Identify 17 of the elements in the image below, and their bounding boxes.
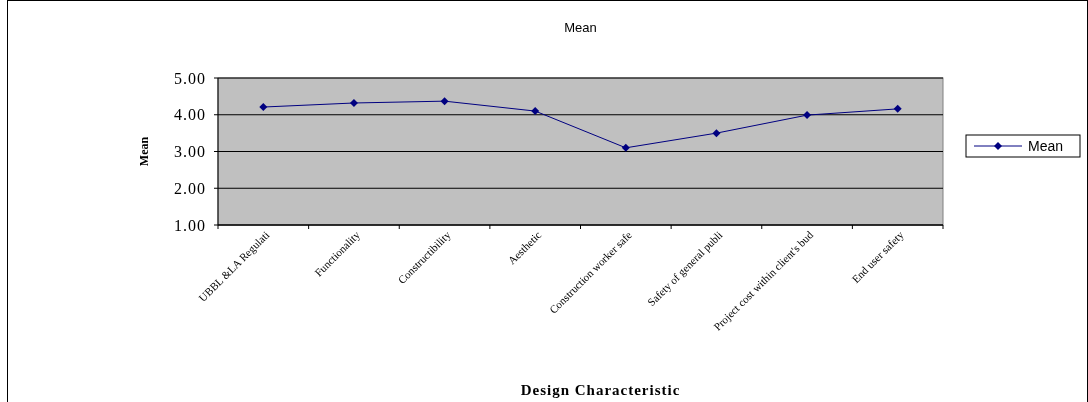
- y-tick-label: 3.00: [174, 143, 206, 161]
- y-tick-label: 2.00: [174, 179, 206, 197]
- y-tick-label: 1.00: [174, 216, 206, 234]
- point: [440, 97, 449, 106]
- x-axis-title: Design Characteristic: [520, 382, 681, 398]
- y-axis-title: Mean: [137, 136, 151, 167]
- point: [259, 103, 268, 112]
- point: [893, 104, 902, 113]
- point: [621, 143, 630, 152]
- point: [349, 98, 358, 107]
- y-tick-label: 5.00: [174, 69, 206, 87]
- y-tick-label: 4.00: [174, 106, 206, 124]
- legend-label: Mean: [1028, 137, 1064, 154]
- point: [803, 111, 812, 120]
- point: [712, 129, 721, 138]
- chart-title: Mean: [564, 20, 597, 35]
- point: [531, 107, 540, 116]
